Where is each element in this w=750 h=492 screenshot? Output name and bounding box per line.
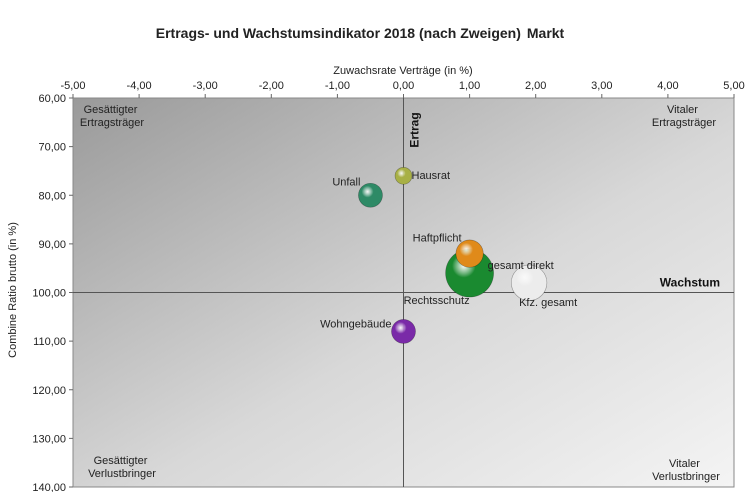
x-axis-title: Zuwachsrate Verträge (in %): [333, 65, 472, 77]
x-tick-label: 4,00: [657, 80, 678, 92]
bubble-label-rechtsschutz: Rechtsschutz: [404, 295, 470, 307]
x-tick-label: -5,00: [60, 80, 85, 92]
x-tick-label: 1,00: [459, 80, 480, 92]
quadrant-label-top-left: Gesättigter Ertragsträger: [80, 104, 145, 129]
y-axis-title: Combine Ratio brutto (in %): [7, 222, 19, 358]
vertical-reference-label: Ertrag: [408, 112, 422, 147]
bubble-label-wohngeb-ude: Wohngebäude: [320, 318, 391, 330]
bubble-label-unfall: Unfall: [332, 176, 360, 188]
x-tick-label: -2,00: [259, 80, 284, 92]
bubble-label-kfz-gesamt: Kfz. gesamt: [519, 297, 577, 309]
bubbles-layer: [358, 167, 548, 344]
bubble-haftpflicht: [455, 239, 484, 268]
bubble-label-gesamt-direkt: gesamt direkt: [488, 260, 554, 272]
quadrant-label-bottom-left: Gesättigter Verlustbringer: [88, 455, 156, 480]
bubble-labels-layer: Hausrat Unfall Haftpflicht Rechtsschutz gesa…: [320, 170, 577, 331]
y-tick-label: 70,00: [38, 142, 66, 154]
x-tick-label: -1,00: [325, 80, 350, 92]
y-tick-label: 90,00: [38, 239, 66, 251]
y-tick-label: 110,00: [33, 336, 66, 348]
quadrant-label-bottom-right: Vitaler Verlustbringer: [652, 458, 720, 483]
x-tick-label: 3,00: [591, 80, 612, 92]
y-tick-label: 140,00: [32, 482, 66, 492]
y-tick-label: 130,00: [32, 433, 66, 445]
bubble-label-hausrat: Hausrat: [412, 170, 451, 182]
bubble-wohngeb-ude: [391, 319, 416, 344]
bubble-kfz-gesamt: [510, 264, 548, 301]
chart-title: Ertrags- und Wachstumsindikator 2018 (na…: [156, 25, 565, 41]
x-axis-ticks: -5,00 -4,00 -3,00 -2,00 -1,00 0,00 1,00 2,00 3,0…: [60, 80, 745, 98]
quadrant-label-top-right: Vitaler Ertragsträger: [652, 104, 717, 129]
x-tick-label: 2,00: [525, 80, 546, 92]
bubble-unfall: [358, 182, 383, 208]
y-tick-label: 60,00: [38, 93, 66, 105]
x-tick-label: -3,00: [193, 80, 218, 92]
x-tick-label: 5,00: [723, 80, 744, 92]
horizontal-reference-label: Wachstum: [660, 276, 720, 290]
x-tick-label: -4,00: [127, 80, 152, 92]
x-tick-label: 0,00: [393, 80, 414, 92]
bubble-label-haftpflicht: Haftpflicht: [413, 233, 462, 245]
bubble-hausrat: [394, 167, 413, 185]
y-tick-label: 120,00: [32, 385, 66, 397]
y-tick-label: 100,00: [32, 288, 66, 300]
y-axis-ticks: 60,00 70,00 80,00 90,00 100,00 110,00 120,00 13…: [32, 93, 73, 492]
y-tick-label: 80,00: [38, 190, 66, 202]
